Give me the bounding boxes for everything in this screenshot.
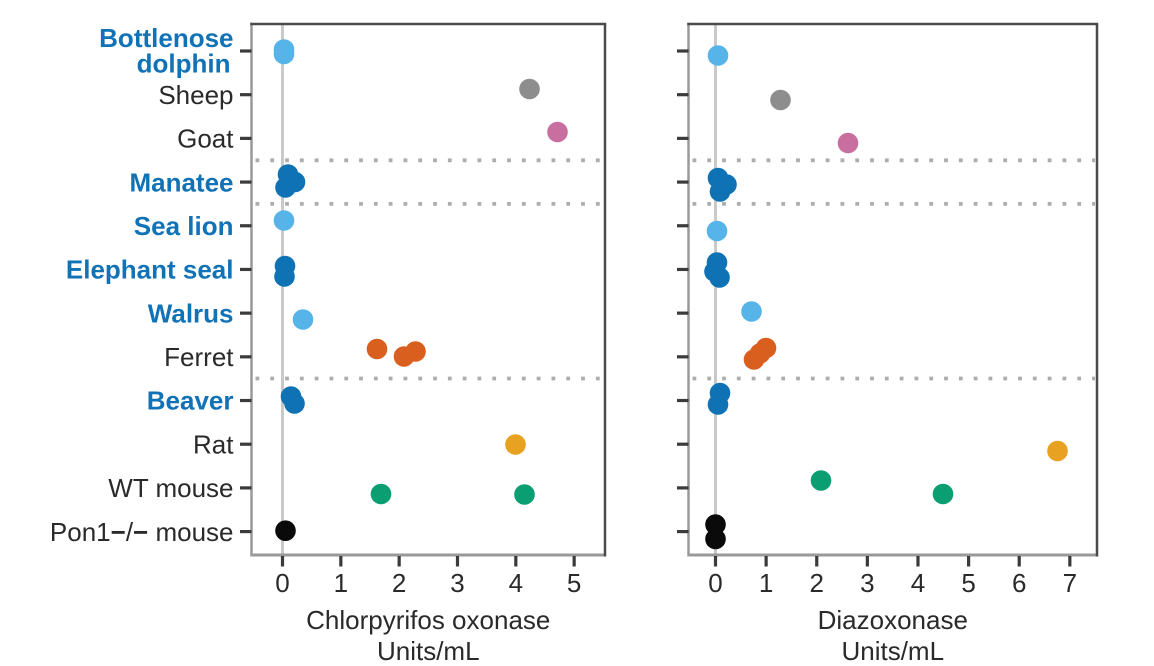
svg-text:Diazoxonase: Diazoxonase — [818, 605, 968, 635]
svg-text:Manatee: Manatee — [129, 167, 233, 197]
svg-text:WT mouse: WT mouse — [108, 473, 233, 503]
svg-text:Goat: Goat — [177, 124, 234, 154]
svg-text:Rat: Rat — [193, 429, 234, 459]
svg-text:Walrus: Walrus — [148, 298, 234, 328]
svg-text:Bottlenose: Bottlenose — [99, 23, 233, 53]
svg-text:2: 2 — [810, 568, 824, 598]
svg-text:4: 4 — [509, 568, 523, 598]
svg-text:1: 1 — [759, 568, 773, 598]
svg-text:0: 0 — [708, 568, 722, 598]
svg-text:0: 0 — [275, 568, 289, 598]
svg-text:Ferret: Ferret — [164, 342, 234, 372]
svg-text:Elephant seal: Elephant seal — [66, 255, 234, 285]
svg-text:5: 5 — [961, 568, 975, 598]
svg-text:Sheep: Sheep — [158, 80, 233, 110]
svg-text:5: 5 — [567, 568, 581, 598]
svg-text:Sea lion: Sea lion — [134, 211, 234, 241]
svg-text:Units/mL: Units/mL — [377, 636, 480, 666]
svg-text:2: 2 — [392, 568, 406, 598]
svg-text:Pon1−/− mouse: Pon1−/− mouse — [50, 517, 234, 547]
svg-text:6: 6 — [1012, 568, 1026, 598]
svg-text:1: 1 — [334, 568, 348, 598]
svg-text:7: 7 — [1063, 568, 1077, 598]
svg-text:Beaver: Beaver — [147, 386, 234, 416]
svg-text:dolphin: dolphin — [137, 49, 231, 79]
svg-text:4: 4 — [911, 568, 925, 598]
svg-text:3: 3 — [860, 568, 874, 598]
svg-text:3: 3 — [450, 568, 464, 598]
svg-text:Units/mL: Units/mL — [841, 636, 944, 666]
svg-text:Chlorpyrifos oxonase: Chlorpyrifos oxonase — [306, 605, 550, 635]
